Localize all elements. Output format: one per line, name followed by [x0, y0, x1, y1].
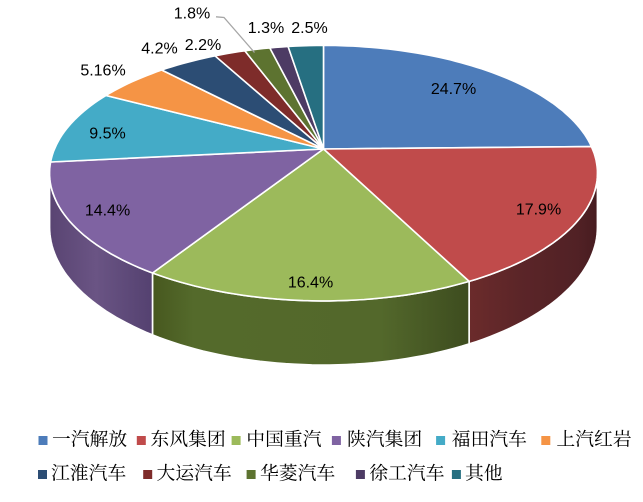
svg-text:17.9%: 17.9%: [516, 202, 561, 219]
svg-text:24.7%: 24.7%: [431, 81, 476, 98]
svg-text:16.4%: 16.4%: [288, 275, 333, 292]
svg-text:4.2%: 4.2%: [141, 41, 177, 58]
svg-text:14.4%: 14.4%: [85, 203, 130, 220]
svg-text:9.5%: 9.5%: [89, 126, 125, 143]
svg-text:2.5%: 2.5%: [291, 20, 327, 37]
svg-text:1.3%: 1.3%: [248, 20, 284, 37]
svg-text:2.2%: 2.2%: [185, 37, 221, 54]
svg-text:1.8%: 1.8%: [174, 5, 210, 22]
svg-text:5.16%: 5.16%: [80, 63, 125, 80]
